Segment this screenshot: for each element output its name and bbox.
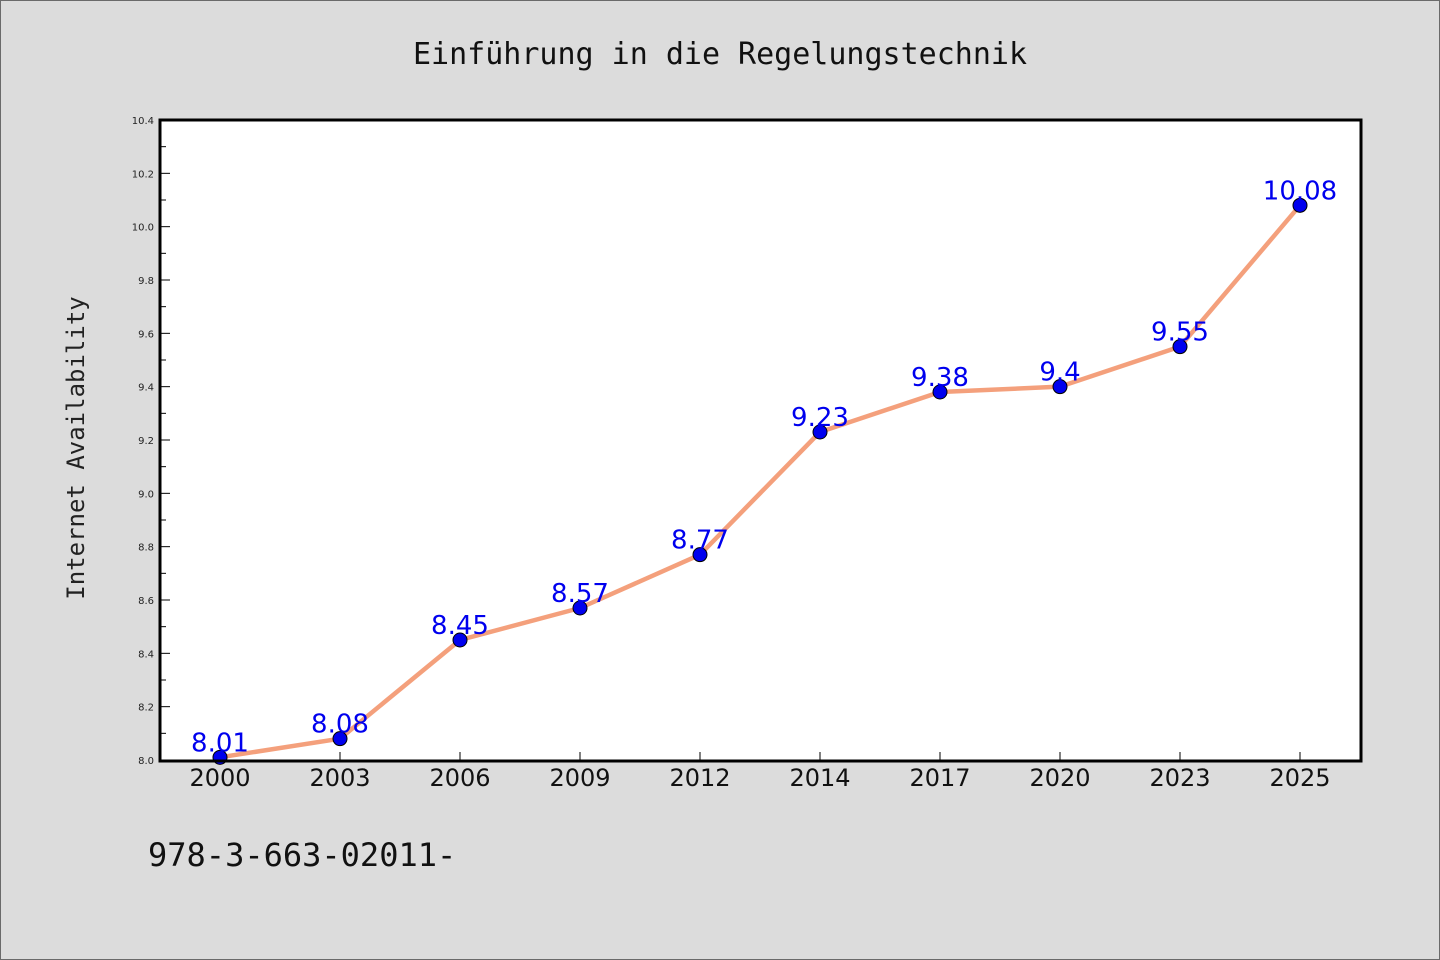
x-tick-label: 2009: [549, 764, 610, 792]
y-tick-label: 8.0: [138, 756, 154, 767]
x-tick-label: 2012: [669, 764, 730, 792]
y-tick-label: 9.4: [138, 383, 154, 394]
x-tick-label: 2017: [909, 764, 970, 792]
data-point-marker: [932, 384, 948, 400]
y-tick-label: 10.2: [132, 169, 154, 180]
data-point-marker: [452, 632, 468, 648]
y-tick-label: 9.2: [138, 436, 154, 447]
y-axis-ticks: 8.0 8.2 8.4 8.6 8.8 9.0 9.2 9.4 9.6 9.8 10.0 10.2 10…: [132, 116, 170, 767]
x-tick-label: 2020: [1029, 764, 1090, 792]
data-point-marker: [1052, 379, 1068, 395]
x-tick-label: 2000: [189, 764, 250, 792]
y-tick-label: 8.8: [138, 543, 154, 554]
x-tick-label: 2023: [1149, 764, 1210, 792]
series-line: [217, 203, 1303, 760]
plot-border: [158, 118, 1363, 763]
data-label: 9.38: [911, 363, 969, 393]
y-tick-label: 9.8: [138, 276, 154, 287]
data-markers: [212, 197, 1308, 765]
data-labels: 8.01 8.08 8.45 8.57 8.77 9.23 9.38 9.4 9.55 10.08: [191, 176, 1337, 758]
data-label: 9.55: [1151, 318, 1209, 348]
data-label: 9.23: [791, 403, 849, 433]
x-tick-label: 2025: [1269, 764, 1330, 792]
y-tick-label: 10.0: [132, 223, 154, 234]
x-tick-label: 2014: [789, 764, 850, 792]
plot-area: [160, 120, 1361, 761]
x-axis-ticks: 2000 2003 2006 2009 2012 2014 2017 2020 2023 2025: [189, 752, 1331, 792]
y-tick-label: 10.4: [132, 116, 154, 127]
y-tick-label: 9.0: [138, 489, 154, 500]
data-label: 8.77: [671, 526, 729, 556]
data-label: 8.01: [191, 728, 249, 758]
y-tick-label: 8.4: [138, 649, 154, 660]
series-line-group: [217, 203, 1303, 760]
y-tick-label: 9.6: [138, 329, 154, 340]
data-label: 8.45: [431, 611, 489, 641]
data-point-marker: [692, 547, 708, 563]
y-axis-label: Internet Availability: [62, 296, 90, 599]
x-tick-label: 2003: [309, 764, 370, 792]
data-point-marker: [332, 731, 348, 747]
data-point-marker: [1172, 339, 1188, 355]
data-point-marker: [572, 600, 588, 616]
data-label: 9.4: [1039, 358, 1080, 388]
y-tick-label: 8.6: [138, 596, 154, 607]
data-label: 8.08: [311, 710, 369, 740]
data-label: 8.57: [551, 579, 609, 609]
footer-isbn: 978-3-663-02011-: [148, 836, 456, 874]
data-point-marker: [1292, 197, 1308, 213]
x-tick-label: 2006: [429, 764, 490, 792]
data-label: 10.08: [1263, 176, 1337, 206]
chart-title: Einführung in die Regelungstechnik: [413, 37, 1027, 72]
y-tick-label: 8.2: [138, 703, 154, 714]
data-point-marker: [812, 424, 828, 440]
